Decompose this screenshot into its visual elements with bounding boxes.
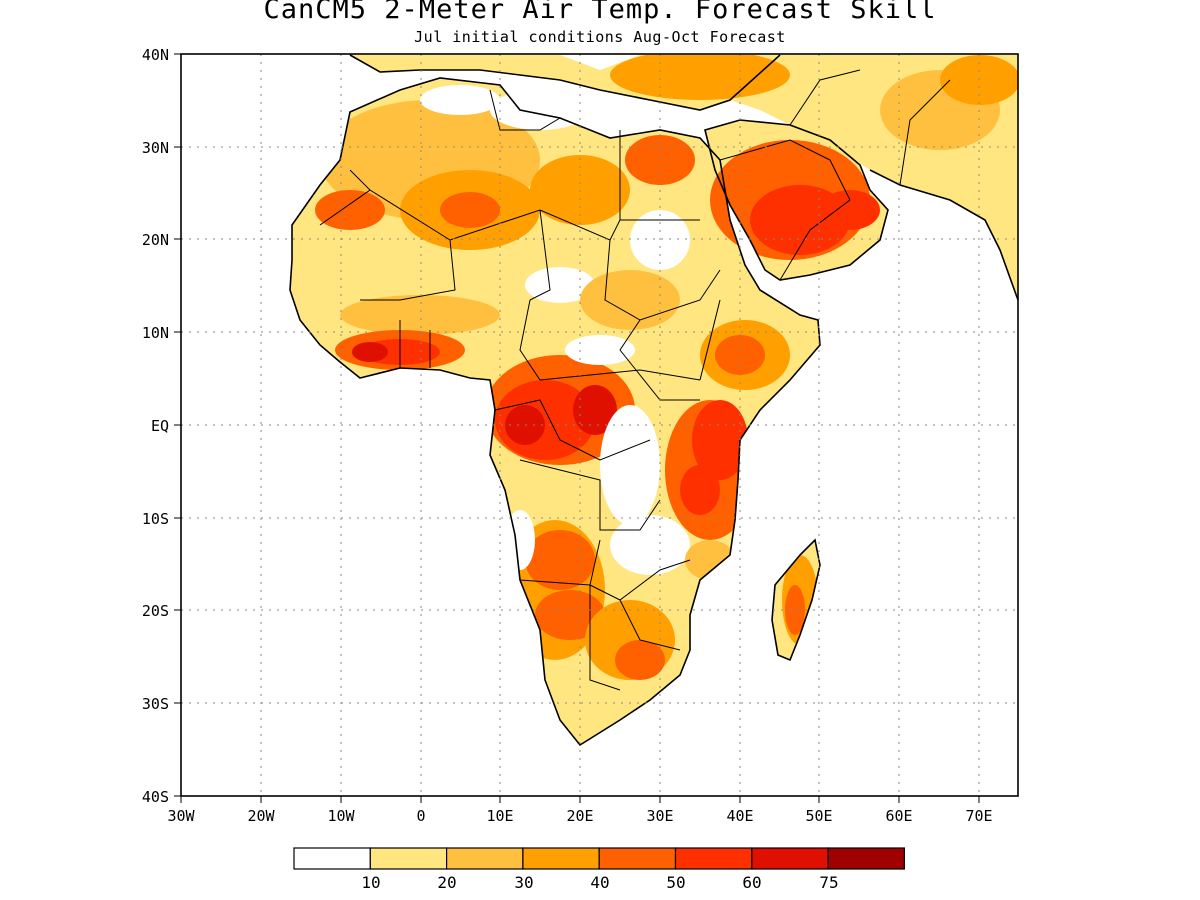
colorbar-label: 10 (361, 873, 380, 892)
y-tick-label: 20S (142, 602, 169, 620)
x-tick-label: 20W (247, 807, 275, 825)
map-title: CanCM5 2-Meter Air Temp. Forecast Skill (263, 0, 937, 25)
x-tick-label: 30E (646, 807, 673, 825)
y-tick-label: 40S (142, 788, 169, 806)
colorbar-swatch (293, 847, 371, 870)
y-tick-label: 30S (142, 695, 169, 713)
tick-marks (174, 53, 980, 803)
colorbar-label: 60 (742, 873, 761, 892)
colorbar-label: 20 (437, 873, 456, 892)
y-tick-label: 10S (142, 510, 169, 528)
y-tick-label: EQ (151, 417, 169, 435)
colorbar: 10 20 30 40 50 60 75 (293, 847, 905, 892)
colorbar-swatch (369, 847, 448, 870)
y-tick-label: 20N (142, 231, 169, 249)
x-tick-label: 10E (486, 807, 513, 825)
colorbar-label: 40 (590, 873, 609, 892)
x-tick-label: 20E (566, 807, 593, 825)
y-tick-label: 30N (142, 139, 169, 157)
x-tick-label: 10W (327, 807, 355, 825)
colorbar-label: 75 (819, 873, 838, 892)
country-borders (319, 69, 951, 691)
map-subtitle: Jul initial conditions Aug-Oct Forecast (414, 28, 786, 46)
colorbar-swatch (751, 847, 829, 870)
colorbar-swatch (446, 847, 524, 870)
y-tick-label: 10N (142, 324, 169, 342)
x-tick-label: 0 (416, 807, 425, 825)
x-tick-label: 70E (965, 807, 992, 825)
colorbar-label: 50 (666, 873, 685, 892)
y-tick-label: 40N (142, 46, 169, 64)
colorbar-swatch (598, 847, 677, 870)
colorbar-label: 30 (514, 873, 533, 892)
colorbar-swatch (522, 847, 600, 870)
x-tick-label: 50E (805, 807, 832, 825)
lat-lon-grid (181, 54, 1018, 796)
colorbar-swatch (827, 847, 905, 870)
x-tick-label: 30W (167, 807, 195, 825)
x-tick-label: 40E (726, 807, 753, 825)
colorbar-swatch (674, 847, 753, 870)
x-tick-label: 60E (885, 807, 912, 825)
